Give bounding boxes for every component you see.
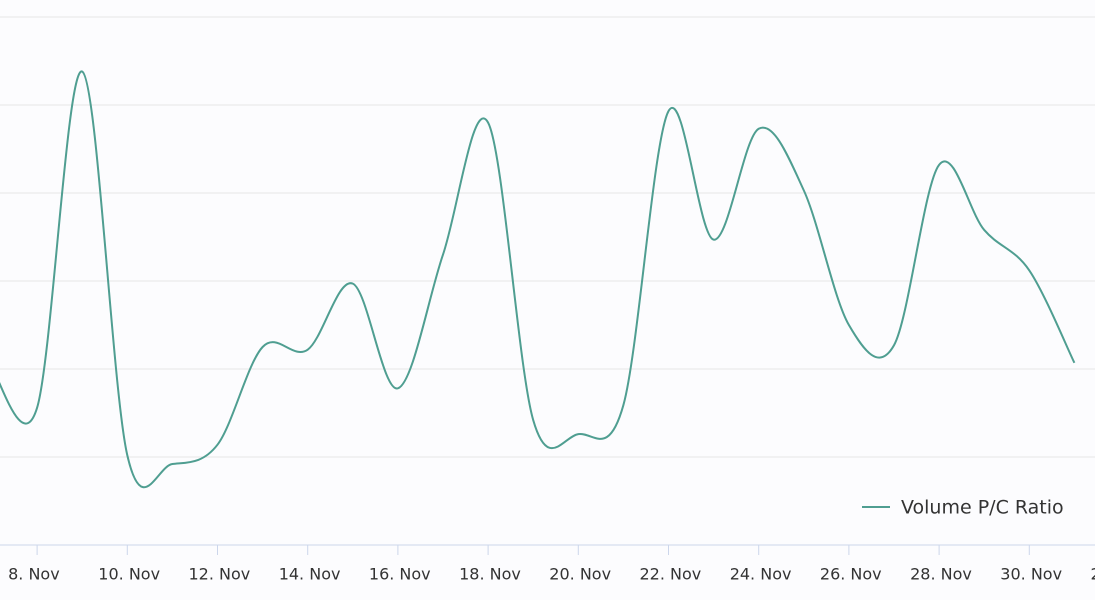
x-tick-label: 18. Nov <box>459 565 521 584</box>
x-tick-label: 20. Nov <box>549 565 611 584</box>
series-line <box>0 70 1076 488</box>
x-tick-label: 30. Nov <box>1000 565 1062 584</box>
x-tick-label: 16. Nov <box>369 565 431 584</box>
x-tick-label: 8. Nov <box>8 565 60 584</box>
legend-label: Volume P/C Ratio <box>901 497 1064 519</box>
x-tick-label: 24. Nov <box>730 565 792 584</box>
x-tick-label: 14. Nov <box>279 565 341 584</box>
x-tick-label: 28. Nov <box>910 565 972 584</box>
x-tick-label: 12. Nov <box>189 565 251 584</box>
x-tick-label: 26. Nov <box>820 565 882 584</box>
x-tick-label: 22. Nov <box>640 565 702 584</box>
x-tick-label: 10. Nov <box>98 565 160 584</box>
x-tick-label: 2 <box>1091 565 1095 584</box>
